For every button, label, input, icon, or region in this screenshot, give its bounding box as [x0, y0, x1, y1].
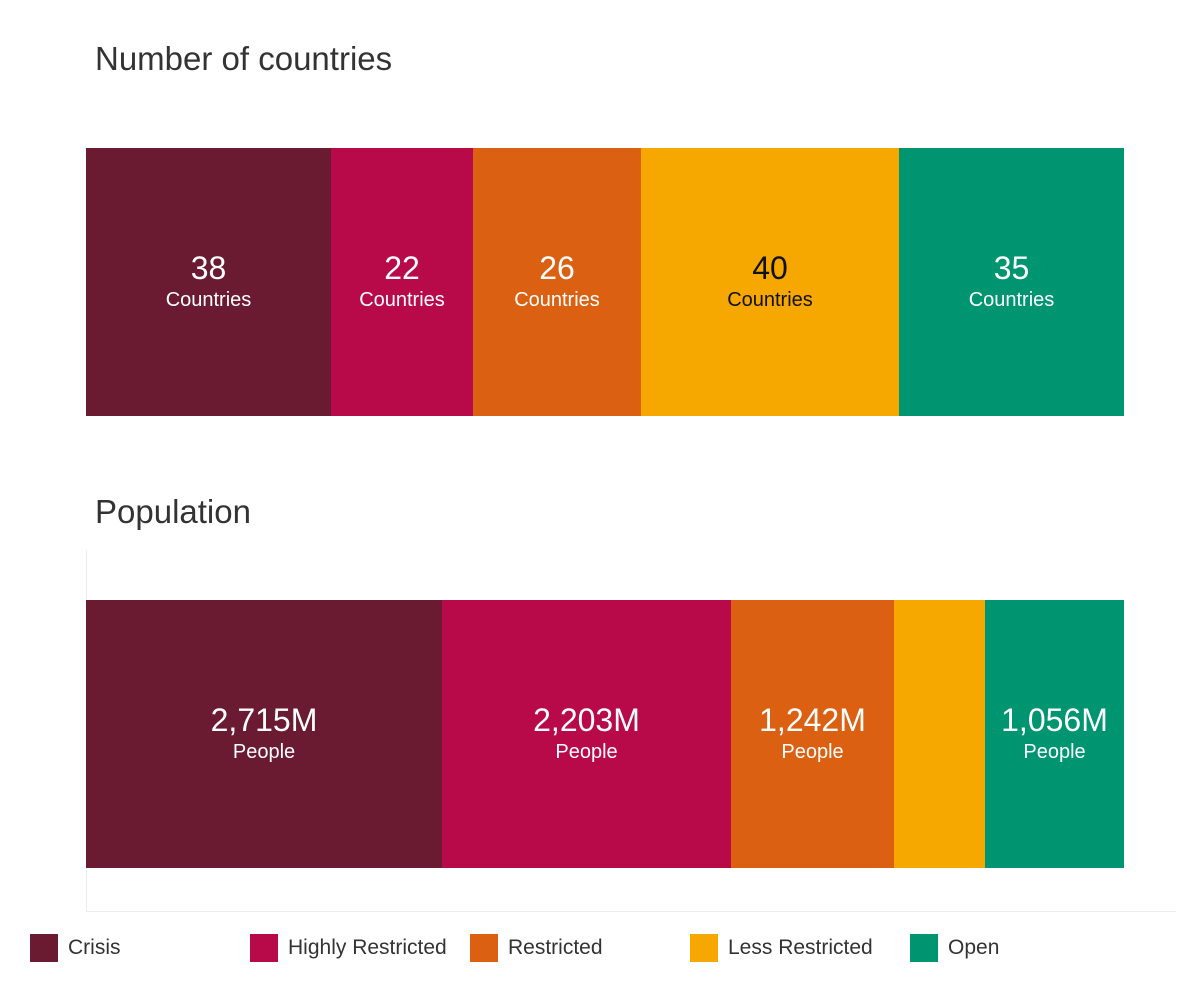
legend-swatch-less-restricted [690, 934, 718, 962]
population-stacked-bar: 2,715M People 2,203M People 1,242M People 1,05… [86, 600, 1124, 868]
legend-item-restricted[interactable]: Restricted [470, 933, 603, 963]
population-chart-title: Population [95, 493, 251, 530]
countries-unit-label: Countries [359, 289, 445, 311]
legend-item-open[interactable]: Open [910, 933, 999, 963]
legend-item-less-restricted[interactable]: Less Restricted [690, 933, 873, 963]
population-segment-open[interactable]: 1,056M People [985, 600, 1124, 868]
population-segment-restricted[interactable]: 1,242M People [731, 600, 894, 868]
population-value-label: 1,242M [759, 702, 866, 738]
population-unit-label: People [1023, 741, 1086, 763]
countries-value-label: 26 [539, 250, 575, 286]
population-frame-bottom [86, 911, 1176, 912]
countries-unit-label: Countries [165, 289, 252, 311]
chart-legend: Crisis Highly Restricted Restricted Less… [0, 933, 1200, 963]
legend-item-highly-restricted[interactable]: Highly Restricted [250, 933, 447, 963]
countries-segment-less-restricted[interactable]: 40 Countries [641, 148, 899, 416]
population-segment-highly-restricted[interactable]: 2,203M People [442, 600, 731, 868]
countries-unit-label: Countries [727, 289, 813, 311]
legend-label-less-restricted: Less Restricted [728, 936, 873, 959]
population-segment-crisis[interactable]: 2,715M People [86, 600, 442, 868]
countries-stacked-bar: 38 Countries 22 Countries 26 Countries 40 Count… [86, 148, 1124, 416]
legend-swatch-restricted [470, 934, 498, 962]
legend-swatch-open [910, 934, 938, 962]
population-unit-label: People [232, 741, 296, 763]
countries-segment-crisis[interactable]: 38 Countries [86, 148, 331, 416]
countries-value-label: 22 [384, 250, 420, 286]
countries-value-label: 40 [752, 250, 788, 286]
legend-swatch-highly-restricted [250, 934, 278, 962]
population-unit-label: People [555, 741, 618, 763]
population-unit-label: People [781, 741, 844, 763]
countries-unit-label: Countries [514, 289, 600, 311]
countries-unit-label: Countries [968, 289, 1055, 311]
countries-segment-open[interactable]: 35 Countries [899, 148, 1124, 416]
countries-segment-highly-restricted[interactable]: 22 Countries [331, 148, 473, 416]
legend-label-highly-restricted: Highly Restricted [288, 936, 447, 959]
countries-segment-restricted[interactable]: 26 Countries [473, 148, 641, 416]
countries-value-label: 35 [993, 250, 1030, 286]
legend-swatch-crisis [30, 934, 58, 962]
legend-label-restricted: Restricted [508, 936, 603, 959]
population-value-label: 2,203M [533, 702, 640, 738]
population-value-label: 2,715M [210, 702, 318, 738]
legend-label-open: Open [948, 936, 1000, 959]
legend-item-crisis[interactable]: Crisis [30, 933, 121, 963]
population-segment-less-restricted[interactable] [894, 600, 985, 868]
countries-chart-title: Number of countries [95, 40, 393, 77]
population-value-label: 1,056M [1001, 702, 1108, 738]
legend-label-crisis: Crisis [68, 936, 121, 959]
countries-value-label: 38 [190, 250, 227, 286]
